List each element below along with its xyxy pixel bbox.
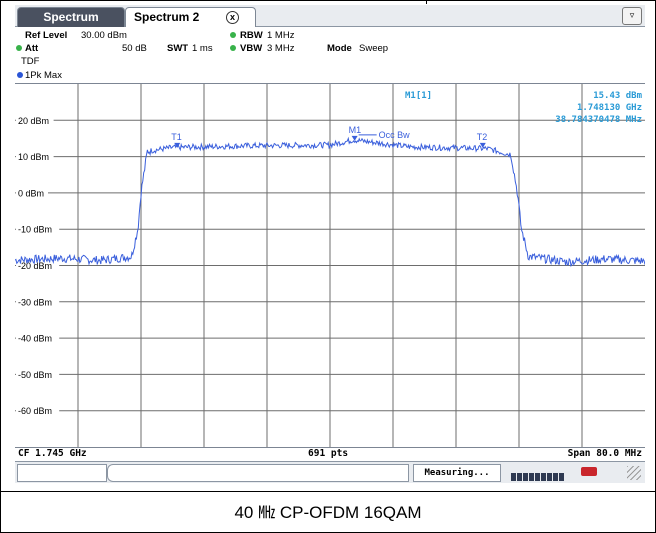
rbw-value: 1 MHz bbox=[267, 30, 295, 41]
rbw-indicator bbox=[230, 30, 239, 41]
vbw-label: VBW bbox=[240, 43, 263, 54]
trace-dot bbox=[17, 72, 23, 78]
plot-footer: CF 1.745 GHz 691 pts Span 80.0 MHz bbox=[15, 448, 645, 461]
tab-bar: Spectrum Spectrum 2 x ▿ bbox=[15, 5, 645, 27]
y-tick-label: -50 dBm bbox=[18, 370, 52, 380]
trace-indicator bbox=[17, 70, 26, 81]
status-field-2 bbox=[107, 464, 409, 482]
ref-level-label: Ref Level bbox=[25, 30, 68, 41]
marker-m1-symbol bbox=[351, 135, 358, 141]
y-tick-label: 0 dBm bbox=[18, 188, 44, 198]
tdf-label: TDF bbox=[21, 56, 40, 67]
marker-readout-power: 15.43 dBm bbox=[593, 91, 642, 101]
occ-bw-tag: Occ Bw bbox=[379, 130, 411, 140]
spectrum-plot: 20 dBm 10 dBm 0 dBm -10 dBm -20 dBm -30 dBm -4… bbox=[15, 83, 645, 448]
tick-label-bg bbox=[16, 295, 60, 308]
tick-label-bg bbox=[16, 368, 60, 381]
measurement-settings: Ref Level 30.00 dBm Att 50 dB SWT 1 ms R… bbox=[15, 27, 645, 83]
trace-label: 1Pk Max bbox=[25, 70, 62, 81]
caption-divider bbox=[0, 491, 656, 492]
mode-value: Sweep bbox=[359, 43, 389, 54]
y-tick-label: -40 dBm bbox=[18, 334, 52, 344]
sweep-points: 691 pts bbox=[308, 448, 349, 459]
y-tick-label: -60 dBm bbox=[18, 406, 52, 416]
rbw-label: RBW bbox=[240, 30, 263, 41]
att-label: Att bbox=[25, 43, 39, 54]
close-tab-icon[interactable]: x bbox=[226, 11, 239, 24]
spectrum-svg: 20 dBm 10 dBm 0 dBm -10 dBm -20 dBm -30 dBm -4… bbox=[15, 84, 645, 447]
att-status-dot bbox=[16, 45, 22, 51]
tick-label-bg bbox=[16, 186, 48, 199]
spectrum-trace bbox=[15, 136, 645, 268]
vbw-indicator bbox=[230, 43, 239, 54]
ref-level-value: 30.00 dBm bbox=[81, 30, 127, 41]
center-frequency: CF 1.745 GHz bbox=[18, 448, 87, 459]
marker-t1-label: T1 bbox=[171, 132, 182, 142]
tick-label-bg bbox=[16, 332, 60, 345]
top-border bbox=[0, 0, 656, 1]
marker-readout-occbw: 38.784370478 MHz bbox=[555, 115, 642, 125]
marker-m1-label: M1 bbox=[349, 125, 362, 135]
measuring-status: Measuring... bbox=[413, 464, 501, 482]
marker-t2-symbol bbox=[479, 142, 486, 148]
tick-label-bg bbox=[16, 223, 60, 236]
span-value: Span 80.0 MHz bbox=[567, 448, 642, 459]
marker-readout-name: M1[1] bbox=[405, 91, 432, 101]
att-indicator bbox=[16, 43, 25, 54]
tick-label-bg bbox=[16, 114, 54, 127]
swt-value: 1 ms bbox=[192, 43, 213, 54]
tick-label-bg bbox=[16, 404, 60, 417]
mode-label: Mode bbox=[327, 43, 352, 54]
swt-label: SWT bbox=[167, 43, 189, 54]
y-tick-label: 20 dBm bbox=[18, 116, 49, 126]
y-tick-label: -20 dBm bbox=[18, 261, 52, 271]
tab-spectrum[interactable]: Spectrum bbox=[17, 7, 125, 27]
vbw-value: 3 MHz bbox=[267, 43, 295, 54]
figure-caption: 40 ㎒ CP-OFDM 16QAM bbox=[234, 503, 422, 522]
resize-grip-icon[interactable] bbox=[627, 466, 641, 480]
top-border-stub bbox=[426, 0, 427, 4]
remote-icon bbox=[581, 467, 597, 476]
status-bar: Measuring... bbox=[15, 461, 645, 483]
tab-spectrum-2[interactable]: Spectrum 2 x bbox=[125, 7, 256, 27]
y-tick-label: -30 dBm bbox=[18, 297, 52, 307]
rbw-status-dot bbox=[230, 32, 236, 38]
spectrum-analyzer-window: Spectrum Spectrum 2 x ▿ Ref Level 30.00 … bbox=[15, 5, 645, 485]
status-field-1 bbox=[17, 464, 107, 482]
marker-t2-label: T2 bbox=[477, 132, 488, 142]
tab-spectrum-2-label: Spectrum 2 bbox=[134, 10, 200, 24]
att-value: 50 dB bbox=[122, 43, 147, 54]
marker-readout-freq: 1.748130 GHz bbox=[577, 103, 642, 113]
vbw-status-dot bbox=[230, 45, 236, 51]
progress-icon bbox=[511, 468, 565, 481]
y-tick-label: -10 dBm bbox=[18, 225, 52, 235]
y-tick-label: 10 dBm bbox=[18, 152, 49, 162]
marker-t1-symbol bbox=[174, 142, 181, 148]
tick-label-bg bbox=[16, 150, 54, 163]
menu-toggle-icon[interactable]: ▿ bbox=[622, 7, 642, 25]
